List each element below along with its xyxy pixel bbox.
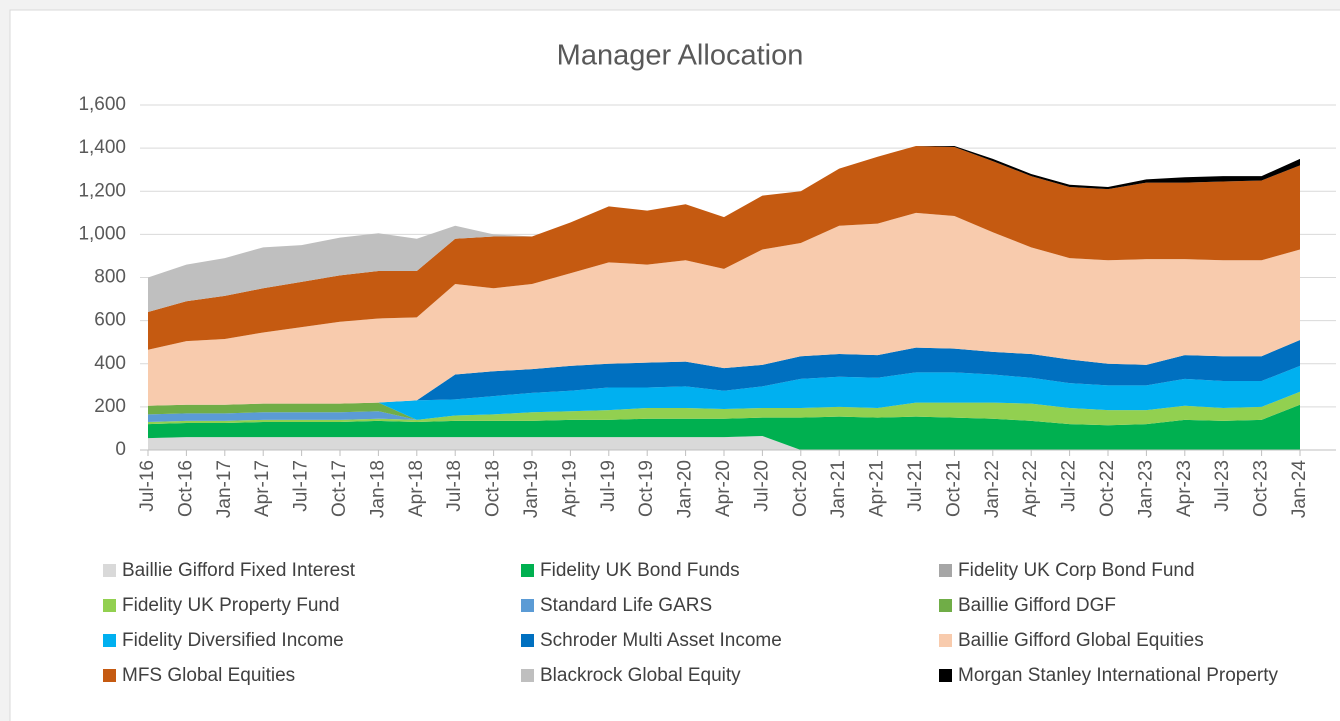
legend-swatch <box>103 599 116 612</box>
x-tick-label: Oct-16 <box>175 460 196 517</box>
legend-swatch <box>521 669 534 682</box>
x-tick-label: Jan-22 <box>982 460 1003 518</box>
legend-swatch <box>103 669 116 682</box>
legend-swatch <box>521 634 534 647</box>
x-tick-label: Jan-20 <box>675 460 696 518</box>
y-tick-label: 1,200 <box>78 180 126 201</box>
x-tick-label: Oct-18 <box>483 460 504 517</box>
x-tick-label: Oct-23 <box>1251 460 1272 517</box>
legend-label: Fidelity UK Bond Funds <box>540 560 740 581</box>
x-tick-label: Jan-18 <box>367 460 388 518</box>
x-tick-label: Oct-20 <box>790 460 811 517</box>
area <box>148 435 1300 450</box>
x-tick-label: Jul-18 <box>444 460 465 512</box>
x-tick-label: Apr-18 <box>406 460 427 517</box>
y-tick-label: 0 <box>115 439 126 460</box>
x-tick-label: Jan-21 <box>828 460 849 518</box>
x-tick-label: Jul-19 <box>598 460 619 512</box>
y-tick-label: 400 <box>94 353 126 374</box>
x-tick-label: Jan-19 <box>521 460 542 518</box>
legend-label: Fidelity UK Property Fund <box>122 595 340 616</box>
area <box>148 212 1300 406</box>
legend-swatch <box>521 599 534 612</box>
area <box>148 365 1300 420</box>
x-tick-label: Jul-16 <box>137 460 158 512</box>
x-tick-label: Jan-17 <box>214 460 235 518</box>
y-tick-label: 1,600 <box>78 94 126 115</box>
legend-label: Schroder Multi Asset Income <box>540 630 782 651</box>
legend-label: Morgan Stanley International Property <box>958 665 1279 686</box>
x-tick-label: Jan-23 <box>1135 460 1156 518</box>
legend-label: Blackrock Global Equity <box>540 665 741 686</box>
x-tick-label: Jan-24 <box>1289 460 1310 519</box>
y-tick-label: 200 <box>94 396 126 417</box>
y-tick-label: 600 <box>94 310 126 331</box>
area <box>148 391 1300 420</box>
legend-swatch <box>939 634 952 647</box>
legend-swatch <box>521 564 534 577</box>
x-tick-label: Oct-22 <box>1097 460 1118 517</box>
legend-label: MFS Global Equities <box>122 665 295 686</box>
y-tick-label: 800 <box>94 267 126 288</box>
legend-swatch <box>103 634 116 647</box>
x-tick-label: Jul-21 <box>905 460 926 512</box>
x-tick-label: Apr-19 <box>559 460 580 517</box>
legend-label: Fidelity UK Corp Bond Fund <box>958 560 1195 581</box>
area <box>148 340 1300 406</box>
y-tick-label: 1,000 <box>78 223 126 244</box>
x-tick-label: Jul-22 <box>1059 460 1080 512</box>
area <box>148 145 1300 350</box>
x-tick-label: Apr-20 <box>713 460 734 517</box>
x-tick-label: Apr-23 <box>1174 460 1195 517</box>
x-tick-label: Jul-17 <box>291 460 312 512</box>
x-tick-label: Apr-17 <box>252 460 273 517</box>
chart-title: Manager Allocation <box>557 40 804 72</box>
y-tick-label: 1,400 <box>78 137 126 158</box>
legend-swatch <box>103 564 116 577</box>
legend-swatch <box>939 599 952 612</box>
legend-label: Baillie Gifford Global Equities <box>958 630 1204 651</box>
legend-swatch <box>939 669 952 682</box>
legend-label: Standard Life GARS <box>540 595 712 616</box>
legend-swatch <box>939 564 952 577</box>
x-tick-label: Apr-22 <box>1020 460 1041 517</box>
x-tick-label: Oct-17 <box>329 460 350 517</box>
x-tick-label: Apr-21 <box>867 460 888 517</box>
legend-label: Baillie Gifford Fixed Interest <box>122 560 356 581</box>
x-tick-label: Oct-19 <box>636 460 657 517</box>
legend-label: Fidelity Diversified Income <box>122 630 344 651</box>
area <box>148 391 1300 422</box>
x-tick-label: Oct-21 <box>943 460 964 517</box>
x-tick-label: Jul-23 <box>1212 460 1233 512</box>
legend-label: Baillie Gifford DGF <box>958 595 1116 616</box>
area <box>148 391 1300 426</box>
x-tick-label: Jul-20 <box>751 460 772 512</box>
area <box>148 404 1300 450</box>
